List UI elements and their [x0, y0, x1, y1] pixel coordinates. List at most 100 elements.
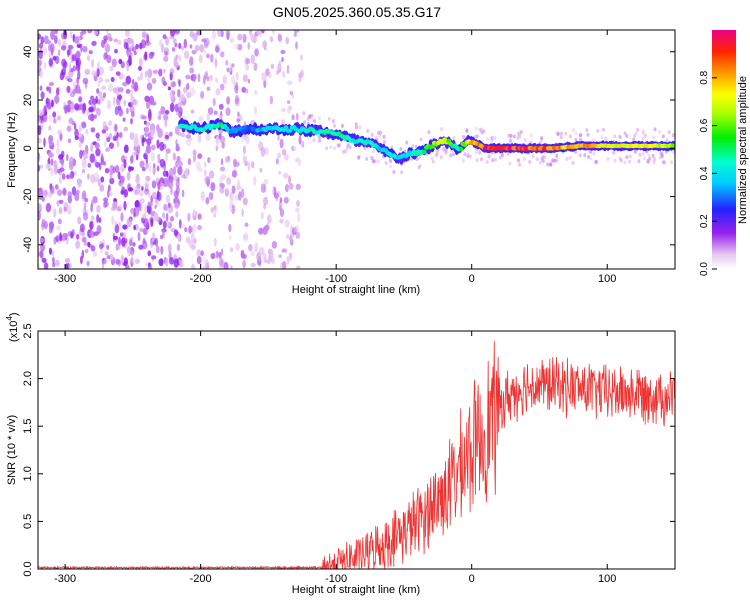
noise-cell — [281, 248, 288, 253]
noise-cell — [124, 30, 131, 38]
noise-cell — [196, 256, 202, 265]
noise-cell — [234, 94, 239, 105]
noise-cell — [229, 62, 232, 73]
noise-cell — [123, 158, 127, 169]
noise-cell — [108, 120, 113, 126]
noise-cell — [231, 204, 236, 215]
snr-x-tick-label: 100 — [598, 573, 616, 585]
noise-cell — [87, 162, 92, 168]
noise-cell — [224, 156, 231, 163]
noise-cell — [190, 87, 196, 97]
noise-cell — [74, 128, 79, 139]
noise-cell — [113, 96, 116, 106]
noise-cell — [234, 85, 239, 94]
noise-cell — [163, 113, 169, 122]
noise-cell — [375, 135, 378, 140]
noise-cell — [78, 103, 84, 111]
noise-cell — [313, 119, 317, 124]
noise-cell — [82, 77, 89, 85]
noise-cell — [135, 207, 139, 218]
noise-cell — [130, 95, 136, 106]
noise-cell — [56, 115, 61, 121]
noise-cell — [270, 63, 275, 69]
noise-cell — [116, 94, 123, 100]
noise-cell — [82, 45, 88, 53]
noise-cell — [187, 158, 191, 166]
noise-cell — [173, 38, 177, 45]
snr-panel: -300 -200 -100 0 100 0.0 0.5 1.0 1.5 2.0 2.5 Heig… — [5, 312, 676, 596]
noise-cell — [197, 153, 203, 160]
noise-cell — [651, 153, 655, 158]
noise-cell — [98, 217, 102, 224]
noise-cell — [203, 74, 206, 85]
noise-cell — [128, 37, 133, 45]
noise-cell — [41, 257, 47, 263]
noise-cell — [120, 254, 125, 265]
noise-cell — [84, 68, 91, 76]
noise-cell — [560, 131, 563, 136]
noise-cell — [40, 91, 45, 100]
noise-cell — [462, 135, 466, 139]
noise-cell — [119, 232, 124, 237]
noise-cell — [480, 127, 484, 132]
noise-cell — [237, 179, 240, 189]
noise-cell — [112, 166, 116, 174]
noise-cell — [191, 224, 197, 233]
noise-cell — [91, 40, 97, 47]
noise-cell — [93, 231, 99, 236]
noise-cell — [618, 156, 622, 161]
noise-cell — [285, 183, 289, 193]
noise-cell — [139, 135, 143, 140]
noise-cell — [469, 154, 473, 159]
noise-cell — [120, 190, 125, 195]
noise-cell — [243, 155, 248, 166]
noise-cell — [57, 189, 63, 197]
noise-cell — [500, 153, 504, 158]
noise-cell — [583, 153, 587, 158]
noise-cell — [392, 169, 396, 174]
noise-cell — [178, 259, 185, 265]
noise-cell — [294, 225, 299, 233]
noise-cell — [105, 133, 109, 138]
noise-cell — [237, 111, 240, 117]
noise-cell — [104, 78, 110, 83]
noise-cell — [146, 82, 153, 91]
noise-cell — [286, 234, 290, 239]
noise-cell — [281, 107, 286, 113]
snr-y-tick-label: 1.0 — [22, 466, 34, 481]
noise-cell — [177, 101, 183, 107]
noise-cell — [43, 105, 48, 112]
noise-cell — [198, 116, 204, 124]
noise-cell — [50, 30, 55, 40]
noise-cell — [277, 33, 282, 42]
noise-cell — [46, 86, 50, 92]
noise-cell — [193, 209, 196, 218]
noise-cell — [103, 197, 109, 203]
noise-cell — [110, 76, 115, 83]
noise-cell — [200, 90, 205, 99]
noise-cell — [211, 30, 216, 40]
noise-cell — [142, 227, 148, 235]
noise-cell — [237, 33, 243, 41]
noise-cell — [104, 251, 109, 256]
noise-cell — [508, 161, 512, 166]
noise-cell — [269, 95, 274, 105]
noise-cell — [124, 155, 128, 160]
noise-cell — [194, 44, 200, 52]
noise-cell — [207, 107, 214, 116]
noise-cell — [289, 90, 294, 96]
noise-cell — [173, 197, 179, 203]
noise-cell — [144, 204, 148, 215]
noise-cell — [291, 94, 294, 99]
noise-cell — [230, 247, 234, 252]
noise-cell — [130, 155, 134, 164]
noise-cell — [123, 126, 129, 132]
noise-cell — [528, 159, 532, 164]
noise-cell — [147, 201, 152, 207]
noise-cell — [170, 215, 174, 222]
noise-cell — [165, 36, 169, 46]
noise-cell — [300, 69, 304, 78]
noise-cell — [215, 45, 220, 53]
noise-cell — [226, 32, 230, 41]
noise-cell — [312, 138, 316, 143]
